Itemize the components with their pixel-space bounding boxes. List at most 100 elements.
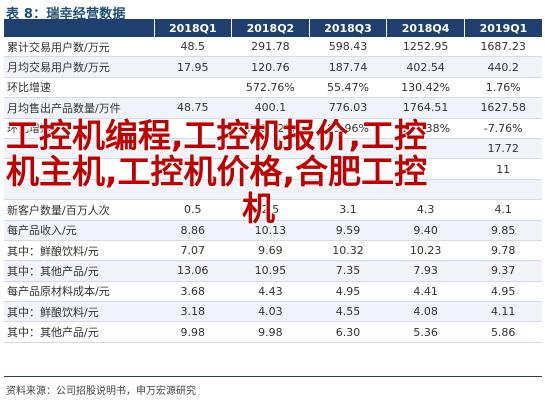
table-cell: 187.74 [309,56,387,78]
table-cell: 400.1 [231,97,310,119]
table-cell: 4.1 [464,199,542,221]
table-cell: 130.42% [386,77,465,99]
table-cell: 9.98 [154,321,232,343]
row-label: 其中：其他产品/元 [4,260,154,282]
table-cell [386,179,465,201]
table-cell: 10.13 [231,220,310,241]
table-cell: 1.76% [464,77,542,99]
table-cell: 17.72 [464,138,542,160]
table-cell: 11 [464,158,542,180]
row-label [4,138,154,160]
table-cell: 776.03 [309,97,387,119]
table-row [4,179,542,201]
table-cell: 402.54 [386,56,465,78]
table-cell: 55.47% [309,77,387,99]
row-label: 月均交易用户数/万元 [4,56,154,78]
row-label: 其中：其他产品/元 [4,321,154,343]
table-cell: 5.36 [386,321,465,343]
table-header-row: 2018Q1 2018Q2 2018Q3 2018Q4 2019Q1 [4,19,542,37]
table-cell: 1764.51 [386,97,465,119]
table-cell: 4.3 [386,199,465,221]
column-header: 2019Q1 [463,19,542,37]
table-cell: 10.32 [309,240,387,262]
row-label: 月均售出产品数量/万件 [4,97,154,119]
table-cell: 3.18 [154,301,232,323]
row-label: 环比增速 [4,77,154,99]
operating-data-table: 2018Q1 2018Q2 2018Q3 2018Q4 2019Q1 累计交易用… [4,19,542,343]
table-cell [386,158,465,180]
table-cell: 4.55 [309,301,387,323]
table-cell: 6.30 [309,321,387,343]
table-row: 其中：其他产品/元 13.06 10.95 7.35 7.93 9.37 [4,260,542,282]
table-cell: 93.96% [309,118,387,139]
table-row: 11 [4,158,542,180]
table-cell: 9.78 [464,240,542,262]
table-cell: 9.40 [386,220,465,241]
table-cell: 720.72% [231,118,310,139]
table-cell: 2.5 [231,199,310,221]
table-row: 月均交易用户数/万元 17.95 120.76 187.74 402.54 440.2 [4,56,542,78]
table-cell [309,158,387,180]
table-cell: 4.41 [386,281,465,303]
table-row: 每产品原材料成本/元 3.68 4.43 4.95 4.41 4.95 [4,281,542,303]
column-header [4,19,154,37]
table-row: 其中：鲜酿饮料/元 3.18 4.03 4.55 4.08 4.11 [4,301,542,323]
table-cell: 3.68 [154,281,232,303]
table-cell: 3.1 [309,199,387,221]
column-header: 2018Q1 [153,19,232,37]
table-cell [309,179,387,201]
row-label: 每产品原材料成本/元 [4,281,154,303]
table-row: 环比增速 572.76% 55.47% 130.42% 1.76% [4,77,542,99]
table-cell: 4.03 [231,301,310,323]
row-label: 新客户数量/百万人次 [4,199,154,221]
table-cell: 8.86 [154,220,232,241]
table-cell: 4.11 [464,301,542,323]
table-cell [231,138,310,160]
table-cell: 9.37 [464,260,542,282]
source-divider [4,376,542,377]
row-label [4,158,154,180]
table-cell: 598.43 [309,37,387,58]
table-row: 其中：鲜酿饮料/元 7.07 9.69 10.32 10.23 9.78 [4,240,542,262]
column-header: 2018Q3 [308,19,387,37]
table-cell [309,138,387,160]
table-cell [231,158,310,180]
table-cell: 13.06 [154,260,232,282]
table-cell: 572.76% [231,77,310,99]
row-label [4,179,154,201]
table-cell: 4.08 [386,301,465,323]
table-cell [154,138,232,160]
table-cell [386,138,465,160]
table-cell: 5.86 [464,321,542,343]
table-cell: 17.95 [154,56,232,78]
table-cell: 4.95 [309,281,387,303]
table-cell [154,77,232,99]
table-row: 月均售出产品数量/万件 48.75 400.1 776.03 1764.51 1627.5… [4,97,542,119]
table-cell: 7.93 [386,260,465,282]
table-cell: 1687.23 [464,37,542,58]
table-row: 累计交易用户数/万元 48.5 291.78 598.43 1252.95 1687.23 [4,37,542,58]
table-title: 表 8：瑞幸经营数据 [6,7,126,22]
table-cell: 1627.58 [464,97,542,119]
table-cell [154,158,232,180]
table-cell [154,179,232,201]
table-cell: 48.5 [154,37,232,58]
row-label: 其中：鲜酿饮料/元 [4,240,154,262]
table-cell: 4.95 [464,281,542,303]
table-cell: 9.59 [309,220,387,241]
table-cell: 9.98 [231,321,310,343]
column-header: 2018Q4 [386,19,465,37]
table-cell [231,179,310,201]
table-row: 新客户数量/百万人次 0.5 2.5 3.1 4.3 4.1 [4,199,542,221]
table-row: 17.72 [4,138,542,160]
table-cell: 7.07 [154,240,232,262]
row-label: 累计交易用户数/万元 [4,37,154,58]
table-cell: 127.38% [386,118,465,139]
table-row: 环比增速 720.72% 93.96% 127.38% -7.76% [4,118,542,139]
row-label: 其中：鲜酿饮料/元 [4,301,154,323]
table-row: 每产品收入/元 8.86 10.13 9.59 9.40 9.85 [4,220,542,241]
table-cell: 7.35 [309,260,387,282]
table-cell: -7.76% [464,118,542,139]
table-cell: 440.2 [464,56,542,78]
